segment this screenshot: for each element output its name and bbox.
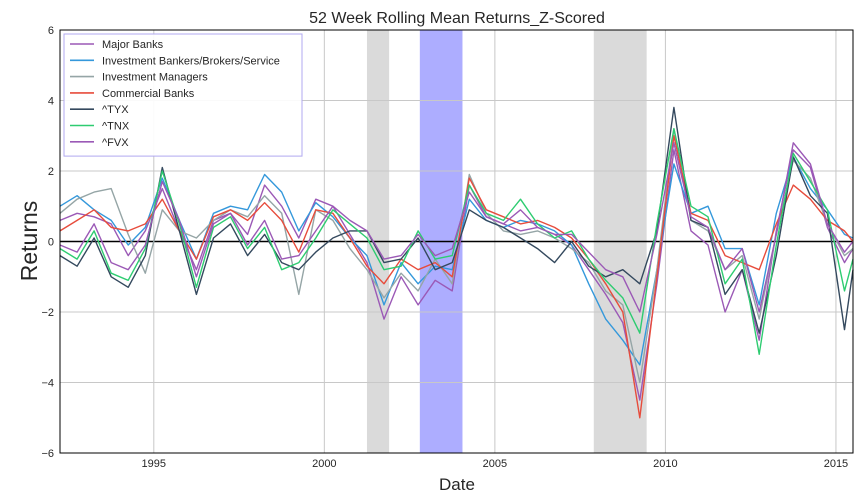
y-axis-label: Returns — [16, 201, 42, 282]
plot-frame — [59, 29, 854, 454]
tick-labels: 1995 2000 2005 2010 2015 −6 −4 −2 0 2 4 6 — [41, 25, 848, 470]
legend-label-5: ^TNX — [102, 121, 130, 133]
legend-label-1: Investment Bankers/Brokers/Service — [102, 55, 280, 67]
legend-label-2: Investment Managers — [102, 72, 208, 84]
legend-label-0: Major Banks — [102, 39, 164, 51]
series-line-4 — [59, 106, 854, 334]
y-tick-label: 0 — [48, 237, 54, 249]
y-tick-label: 4 — [48, 96, 54, 108]
x-tick-label: 2000 — [312, 458, 336, 470]
x-tick-label: 1995 — [142, 458, 166, 470]
y-tick-label: 6 — [48, 25, 54, 37]
x-tick-label: 2005 — [483, 458, 507, 470]
legend-box — [63, 33, 303, 157]
y-tick-label: −4 — [41, 378, 54, 390]
x-tick-label: 2015 — [824, 458, 848, 470]
legend: Major Banks Investment Bankers/Brokers/Se… — [63, 33, 303, 157]
series-lines — [59, 106, 854, 419]
x-axis-label: Date — [439, 475, 475, 494]
legend-label-3: Commercial Banks — [102, 88, 195, 100]
y-tick-label: −2 — [41, 307, 54, 319]
legend-label-6: ^FVX — [102, 137, 129, 149]
x-tick-label: 2010 — [653, 458, 677, 470]
y-tick-label: 2 — [48, 166, 54, 178]
legend-label-4: ^TYX — [102, 104, 129, 116]
chart-title: 52 Week Rolling Mean Returns_Z-Scored — [309, 10, 605, 27]
series-line-6 — [59, 142, 854, 313]
series-line-3 — [59, 135, 854, 419]
y-tick-label: −6 — [41, 448, 54, 460]
